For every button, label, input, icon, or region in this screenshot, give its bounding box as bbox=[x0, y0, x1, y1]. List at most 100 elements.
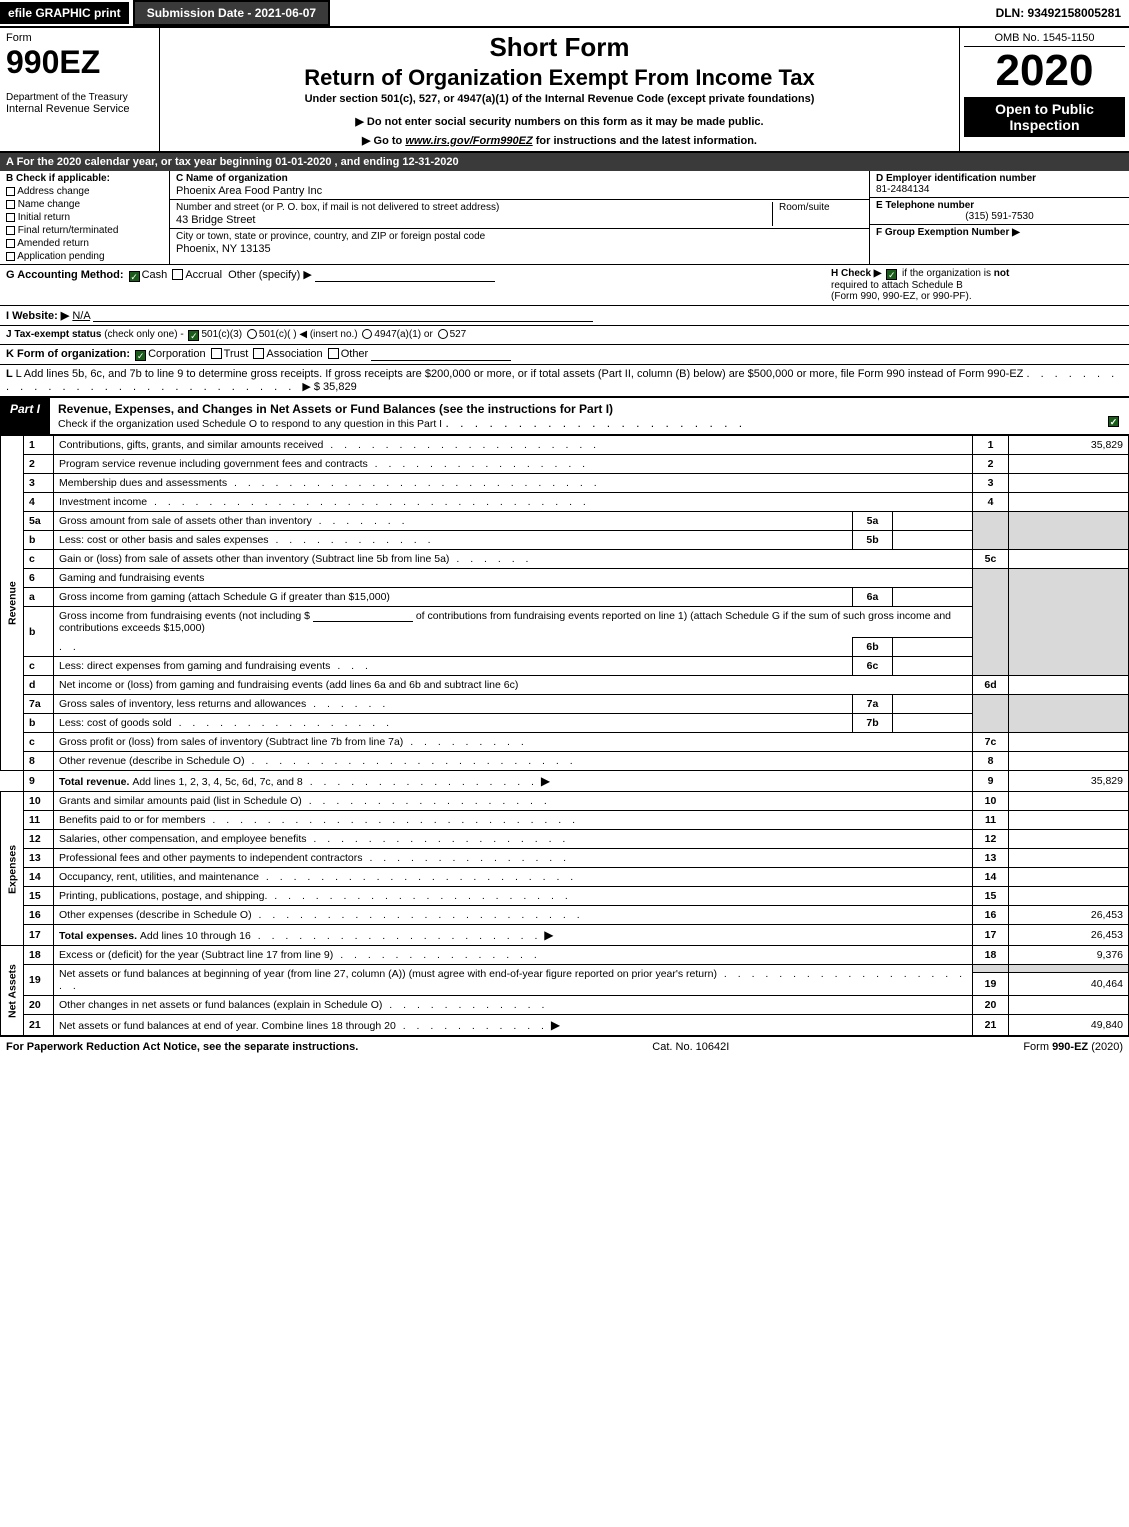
chk-corporation[interactable] bbox=[135, 350, 146, 361]
line-7a: 7a Gross sales of inventory, less return… bbox=[1, 695, 1129, 714]
ln20-text: Other changes in net assets or fund bala… bbox=[59, 999, 382, 1011]
ln5a-num: 5a bbox=[24, 512, 54, 531]
ln6d-text: Net income or (loss) from gaming and fun… bbox=[59, 679, 518, 691]
opt-501c: 501(c)( ) ◀ (insert no.) bbox=[259, 329, 358, 340]
opt-accrual: Accrual bbox=[185, 269, 222, 281]
ln16-col: 16 bbox=[973, 906, 1009, 925]
l-text: L Add lines 5b, 6c, and 7b to line 9 to … bbox=[16, 368, 1024, 380]
ln4-text: Investment income bbox=[59, 496, 147, 508]
h-text2: required to attach Schedule B bbox=[831, 280, 963, 291]
ln17-num: 17 bbox=[24, 925, 54, 946]
city-value: Phoenix, NY 13135 bbox=[176, 243, 863, 255]
ln5c-num: c bbox=[24, 550, 54, 569]
chk-amended-return[interactable] bbox=[6, 239, 15, 248]
line-13: 13 Professional fees and other payments … bbox=[1, 849, 1129, 868]
line-9: 9 Total revenue. Add lines 1, 2, 3, 4, 5… bbox=[1, 771, 1129, 792]
goto-suffix: for instructions and the latest informat… bbox=[536, 135, 757, 147]
ln8-col: 8 bbox=[973, 752, 1009, 771]
form-header: Form 990EZ Department of the Treasury In… bbox=[0, 28, 1129, 153]
part1-label: Part I bbox=[0, 398, 50, 434]
chk-501c[interactable] bbox=[247, 329, 257, 339]
ln6c-subval bbox=[893, 657, 973, 676]
under-section: Under section 501(c), 527, or 4947(a)(1)… bbox=[168, 93, 951, 105]
ln13-num: 13 bbox=[24, 849, 54, 868]
ln5a-sub: 5a bbox=[853, 512, 893, 531]
ln17-text: Add lines 10 through 16 bbox=[140, 930, 251, 942]
ln5b-num: b bbox=[24, 531, 54, 550]
line-5b: b Less: cost or other basis and sales ex… bbox=[1, 531, 1129, 550]
row-l: L L Add lines 5b, 6c, and 7b to line 9 t… bbox=[0, 365, 1129, 397]
i-label: I Website: ▶ bbox=[6, 310, 69, 322]
room-label: Room/suite bbox=[779, 202, 863, 213]
shade-5v bbox=[1009, 512, 1129, 550]
efile-print-button[interactable]: efile GRAPHIC print bbox=[0, 2, 129, 24]
ln2-text: Program service revenue including govern… bbox=[59, 458, 368, 470]
k-label: K Form of organization: bbox=[6, 348, 130, 360]
side-revenue: Revenue bbox=[1, 436, 24, 771]
line-1: Revenue 1 Contributions, gifts, grants, … bbox=[1, 436, 1129, 455]
chk-trust[interactable] bbox=[211, 348, 222, 359]
ln6b-num: b bbox=[24, 607, 54, 657]
footer-right-form: 990-EZ bbox=[1052, 1041, 1088, 1053]
ln15-val bbox=[1009, 887, 1129, 906]
c-name-label: C Name of organization bbox=[176, 173, 863, 184]
ln1-col: 1 bbox=[973, 436, 1009, 455]
submission-date-button[interactable]: Submission Date - 2021-06-07 bbox=[133, 0, 330, 26]
ln16-val: 26,453 bbox=[1009, 906, 1129, 925]
ln21-text: Net assets or fund balances at end of ye… bbox=[59, 1020, 396, 1032]
ln11-num: 11 bbox=[24, 811, 54, 830]
chk-4947[interactable] bbox=[362, 329, 372, 339]
ln11-val bbox=[1009, 811, 1129, 830]
line-4: 4 Investment income . . . . . . . . . . … bbox=[1, 493, 1129, 512]
ln2-col: 2 bbox=[973, 455, 1009, 474]
dept-treasury: Department of the Treasury bbox=[6, 92, 153, 103]
chk-final-return[interactable] bbox=[6, 226, 15, 235]
ln21-col: 21 bbox=[973, 1015, 1009, 1036]
ln19-num: 19 bbox=[24, 965, 54, 996]
h-prefix: H Check ▶ bbox=[831, 268, 881, 279]
website-value: N/A bbox=[72, 310, 90, 322]
chk-sched-b-not-required[interactable] bbox=[886, 269, 897, 280]
goto-line: ▶ Go to www.irs.gov/Form990EZ for instru… bbox=[168, 134, 951, 147]
chk-schedule-o[interactable] bbox=[1108, 416, 1119, 427]
tax-year: 2020 bbox=[964, 47, 1125, 95]
opt-other-org: Other bbox=[341, 348, 369, 360]
j-hint: (check only one) - bbox=[104, 329, 183, 340]
goto-link[interactable]: www.irs.gov/Form990EZ bbox=[405, 135, 532, 147]
line-21: 21 Net assets or fund balances at end of… bbox=[1, 1015, 1129, 1036]
line-6c: c Less: direct expenses from gaming and … bbox=[1, 657, 1129, 676]
line-16: 16 Other expenses (describe in Schedule … bbox=[1, 906, 1129, 925]
chk-name-change[interactable] bbox=[6, 200, 15, 209]
ln5c-col: 5c bbox=[973, 550, 1009, 569]
chk-527[interactable] bbox=[438, 329, 448, 339]
ln6c-num: c bbox=[24, 657, 54, 676]
chk-application-pending[interactable] bbox=[6, 252, 15, 261]
part1-check-line: Check if the organization used Schedule … bbox=[58, 418, 442, 430]
ln13-text: Professional fees and other payments to … bbox=[59, 852, 363, 864]
opt-address-change: Address change bbox=[17, 186, 89, 197]
return-title: Return of Organization Exempt From Incom… bbox=[168, 65, 951, 91]
chk-address-change[interactable] bbox=[6, 187, 15, 196]
street-value: 43 Bridge Street bbox=[176, 214, 766, 226]
ln3-num: 3 bbox=[24, 474, 54, 493]
line-7b: b Less: cost of goods sold . . . . . . .… bbox=[1, 714, 1129, 733]
ln18-text: Excess or (deficit) for the year (Subtra… bbox=[59, 949, 333, 961]
ln18-col: 18 bbox=[973, 946, 1009, 965]
chk-501c3[interactable] bbox=[188, 330, 199, 341]
ln18-val: 9,376 bbox=[1009, 946, 1129, 965]
chk-other-org[interactable] bbox=[328, 348, 339, 359]
ln3-text: Membership dues and assessments bbox=[59, 477, 227, 489]
ln21-val: 49,840 bbox=[1009, 1015, 1129, 1036]
chk-accrual[interactable] bbox=[172, 269, 183, 280]
footer-left: For Paperwork Reduction Act Notice, see … bbox=[6, 1041, 358, 1053]
chk-association[interactable] bbox=[253, 348, 264, 359]
ln14-text: Occupancy, rent, utilities, and maintena… bbox=[59, 871, 259, 883]
f-group-label: F Group Exemption Number ▶ bbox=[876, 227, 1123, 238]
footer-right-suffix: (2020) bbox=[1088, 1041, 1123, 1053]
chk-cash[interactable] bbox=[129, 271, 140, 282]
other-org-blank bbox=[371, 360, 511, 361]
chk-initial-return[interactable] bbox=[6, 213, 15, 222]
ln12-text: Salaries, other compensation, and employ… bbox=[59, 833, 306, 845]
row-j: J Tax-exempt status (check only one) - 5… bbox=[0, 326, 1129, 345]
line-3: 3 Membership dues and assessments . . . … bbox=[1, 474, 1129, 493]
